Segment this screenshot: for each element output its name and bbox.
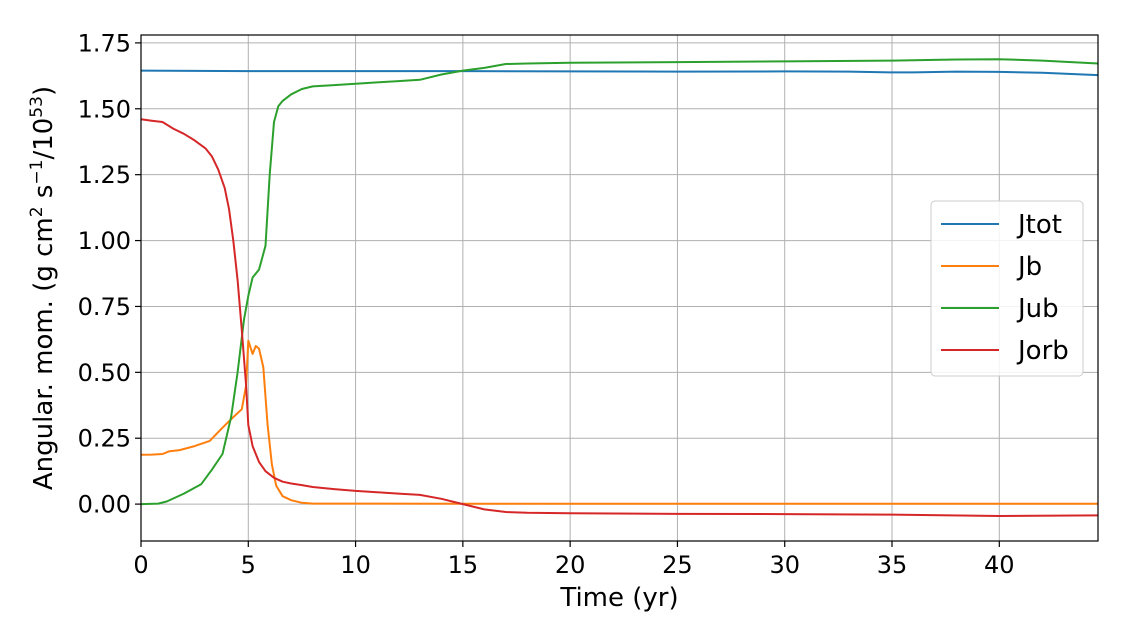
legend-label: Jorb — [1016, 336, 1069, 366]
y-tick-label: 0.25 — [78, 425, 131, 453]
x-tick-label: 20 — [555, 551, 586, 579]
x-tick-label: 10 — [340, 551, 371, 579]
x-tick-label: 5 — [241, 551, 256, 579]
series-line-jub — [140, 58, 1099, 506]
x-axis-label: Time (yr) — [559, 583, 678, 613]
legend-label: Jub — [1016, 294, 1059, 324]
series-line-jorb — [140, 118, 1099, 517]
y-axis-label-part: /10 — [29, 118, 59, 160]
y-axis-label-superscript: 2 — [27, 206, 47, 217]
x-tick-label: 40 — [984, 551, 1015, 579]
y-axis-label-part: s — [29, 185, 59, 207]
x-tick-label: 15 — [448, 551, 479, 579]
series-lines — [140, 58, 1099, 517]
y-axis-label-superscript: −1 — [27, 160, 47, 185]
series-line-jb — [140, 339, 1098, 505]
y-tick-label: 1.75 — [78, 29, 131, 57]
y-tick-label: 1.25 — [78, 161, 131, 189]
y-tick-label: 0.50 — [78, 359, 131, 387]
y-tick-label: 0.00 — [78, 491, 131, 519]
y-tick-label: 1.50 — [78, 95, 131, 123]
x-tick-label: 0 — [133, 551, 148, 579]
legend-box — [930, 200, 1084, 377]
plot-frame — [140, 34, 1099, 542]
x-tick-label: 30 — [769, 551, 800, 579]
legend-label: Jtot — [1016, 210, 1062, 240]
y-axis-label-part: Angular. mom. (g cm — [29, 217, 59, 490]
legend-label: Jb — [1016, 252, 1042, 282]
y-tick-label: 0.75 — [78, 293, 131, 321]
legend: Jtot Jb Jub Jorb — [930, 200, 1084, 377]
y-axis-ticks: 0.00 0.25 0.50 0.75 1.00 1.25 1.50 1.75 — [78, 29, 141, 519]
x-tick-label: 25 — [662, 551, 693, 579]
y-axis-label-part: ) — [29, 86, 59, 96]
x-tick-label: 35 — [877, 551, 908, 579]
y-axis-label-superscript: 53 — [27, 96, 47, 118]
x-axis-ticks: 0 5 10 15 20 25 30 35 40 — [133, 541, 1015, 579]
y-tick-label: 1.00 — [78, 227, 131, 255]
y-axis-label: Angular. mom. (g cm2 s−1/1053) — [27, 86, 59, 490]
series-line-jtot — [140, 69, 1099, 77]
